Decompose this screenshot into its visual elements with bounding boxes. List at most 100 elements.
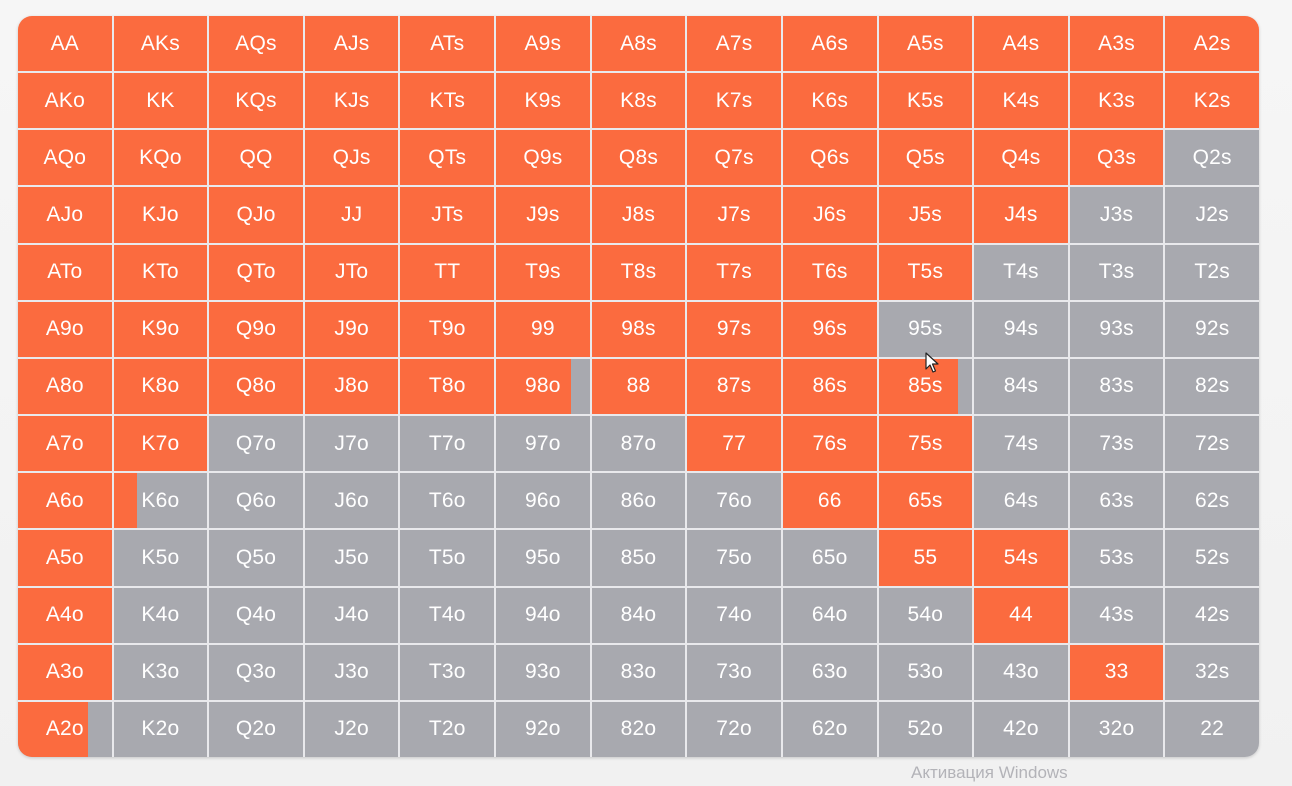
hand-cell[interactable]: 84o	[591, 587, 686, 643]
hand-cell[interactable]: T5o	[400, 530, 495, 586]
hand-cell[interactable]: 66	[782, 473, 877, 529]
hand-cell[interactable]: QTs	[400, 130, 495, 186]
hand-cell[interactable]: ATo	[18, 244, 112, 300]
hand-cell[interactable]: J4s	[974, 187, 1068, 243]
hand-cell[interactable]: Q8s	[591, 130, 686, 186]
hand-cell[interactable]: 96o	[496, 473, 590, 529]
hand-cell[interactable]: Q5o	[209, 530, 303, 586]
hand-cell[interactable]: A9s	[496, 16, 590, 72]
hand-cell[interactable]: JTo	[304, 244, 399, 300]
hand-cell[interactable]: J7o	[304, 416, 399, 472]
hand-cell[interactable]: 86s	[782, 358, 877, 415]
hand-cell[interactable]: 42s	[1165, 587, 1259, 643]
hand-cell[interactable]: 43o	[974, 644, 1068, 700]
hand-cell[interactable]: K8s	[591, 73, 686, 129]
hand-cell[interactable]: A6o	[18, 473, 112, 529]
hand-cell[interactable]: 32o	[1069, 701, 1164, 757]
hand-cell[interactable]: 53s	[1069, 530, 1164, 586]
hand-cell[interactable]: 52o	[878, 701, 973, 757]
hand-cell[interactable]: 62s	[1165, 473, 1259, 529]
hand-cell[interactable]: K6s	[782, 73, 877, 129]
hand-cell[interactable]: 44	[974, 587, 1068, 643]
hand-cell[interactable]: A4o	[18, 587, 112, 643]
hand-cell[interactable]: K2s	[1165, 73, 1259, 129]
hand-cell[interactable]: 98s	[591, 301, 686, 357]
hand-cell[interactable]: KJo	[113, 187, 208, 243]
hand-cell[interactable]: K9o	[113, 301, 208, 357]
hand-cell[interactable]: 92s	[1165, 301, 1259, 357]
hand-cell[interactable]: K7o	[113, 416, 208, 472]
hand-cell[interactable]: J9o	[304, 301, 399, 357]
hand-cell[interactable]: A5s	[878, 16, 973, 72]
hand-cell[interactable]: 87s	[687, 358, 781, 415]
hand-cell[interactable]: A3s	[1069, 16, 1164, 72]
hand-cell[interactable]: K8o	[113, 358, 208, 415]
hand-cell[interactable]: K2o	[113, 701, 208, 757]
hand-cell[interactable]: T3s	[1069, 244, 1164, 300]
hand-cell[interactable]: AKs	[113, 16, 208, 72]
hand-cell[interactable]: KQo	[113, 130, 208, 186]
hand-cell[interactable]: 84s	[974, 358, 1068, 415]
hand-cell[interactable]: T4o	[400, 587, 495, 643]
hand-cell[interactable]: KTo	[113, 244, 208, 300]
hand-cell[interactable]: 99	[496, 301, 590, 357]
hand-cell[interactable]: T2s	[1165, 244, 1259, 300]
hand-cell[interactable]: A8o	[18, 358, 112, 415]
hand-cell[interactable]: 83s	[1069, 358, 1164, 415]
hand-cell[interactable]: 62o	[782, 701, 877, 757]
hand-cell[interactable]: K5o	[113, 530, 208, 586]
hand-cell[interactable]: 32s	[1165, 644, 1259, 700]
hand-cell[interactable]: T3o	[400, 644, 495, 700]
hand-cell[interactable]: A7o	[18, 416, 112, 472]
hand-cell[interactable]: 54o	[878, 587, 973, 643]
hand-cell[interactable]: QJo	[209, 187, 303, 243]
hand-cell[interactable]: 74o	[687, 587, 781, 643]
hand-cell[interactable]: T6o	[400, 473, 495, 529]
hand-cell[interactable]: 85s	[878, 358, 973, 415]
hand-cell[interactable]: 63o	[782, 644, 877, 700]
hand-cell[interactable]: Q5s	[878, 130, 973, 186]
hand-cell[interactable]: A7s	[687, 16, 781, 72]
hand-cell[interactable]: T2o	[400, 701, 495, 757]
hand-cell[interactable]: A5o	[18, 530, 112, 586]
hand-cell[interactable]: J6s	[782, 187, 877, 243]
hand-cell[interactable]: QQ	[209, 130, 303, 186]
hand-cell[interactable]: 87o	[591, 416, 686, 472]
hand-cell[interactable]: 73o	[687, 644, 781, 700]
hand-cell[interactable]: QTo	[209, 244, 303, 300]
hand-cell[interactable]: Q4s	[974, 130, 1068, 186]
hand-cell[interactable]: 93o	[496, 644, 590, 700]
hand-cell[interactable]: Q4o	[209, 587, 303, 643]
hand-cell[interactable]: T9s	[496, 244, 590, 300]
hand-cell[interactable]: 88	[591, 358, 686, 415]
hand-cell[interactable]: JTs	[400, 187, 495, 243]
hand-cell[interactable]: J9s	[496, 187, 590, 243]
hand-cell[interactable]: 73s	[1069, 416, 1164, 472]
hand-cell[interactable]: KK	[113, 73, 208, 129]
hand-cell[interactable]: J2o	[304, 701, 399, 757]
hand-cell[interactable]: KQs	[209, 73, 303, 129]
hand-cell[interactable]: Q6s	[782, 130, 877, 186]
hand-cell[interactable]: 95s	[878, 301, 973, 357]
hand-cell[interactable]: J3s	[1069, 187, 1164, 243]
hand-cell[interactable]: 82s	[1165, 358, 1259, 415]
hand-cell[interactable]: 97s	[687, 301, 781, 357]
hand-cell[interactable]: ATs	[400, 16, 495, 72]
hand-cell[interactable]: T6s	[782, 244, 877, 300]
hand-cell[interactable]: A6s	[782, 16, 877, 72]
hand-cell[interactable]: Q3s	[1069, 130, 1164, 186]
hand-cell[interactable]: AJs	[304, 16, 399, 72]
hand-cell[interactable]: 98o	[496, 358, 590, 415]
hand-cell[interactable]: A4s	[974, 16, 1068, 72]
hand-cell[interactable]: AA	[18, 16, 112, 72]
hand-cell[interactable]: 94o	[496, 587, 590, 643]
hand-cell[interactable]: 77	[687, 416, 781, 472]
hand-cell[interactable]: 53o	[878, 644, 973, 700]
hand-cell[interactable]: 72s	[1165, 416, 1259, 472]
hand-cell[interactable]: 75o	[687, 530, 781, 586]
hand-cell[interactable]: Q7o	[209, 416, 303, 472]
hand-cell[interactable]: T8o	[400, 358, 495, 415]
hand-cell[interactable]: AQo	[18, 130, 112, 186]
hand-cell[interactable]: 86o	[591, 473, 686, 529]
hand-cell[interactable]: Q3o	[209, 644, 303, 700]
